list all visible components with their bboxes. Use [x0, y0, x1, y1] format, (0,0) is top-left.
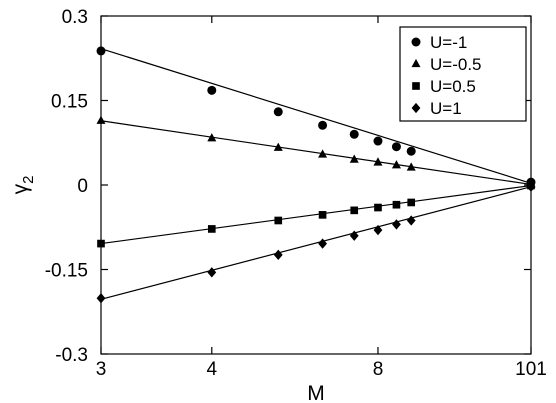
data-point-square	[407, 198, 416, 207]
legend-box	[399, 26, 527, 122]
data-point-diamond	[406, 215, 416, 226]
data-point-diamond	[273, 249, 283, 261]
data-point-diamond	[207, 267, 217, 278]
data-point-triangle	[373, 157, 383, 166]
x-tick-label: 8	[373, 359, 384, 380]
legend-label: U=-0.5	[430, 55, 482, 74]
data-point-circle	[207, 85, 217, 95]
x-tick-label: 4	[207, 359, 218, 380]
y-axis-label-subscript: 2	[20, 176, 37, 184]
data-point-triangle	[349, 154, 359, 163]
y-axis-label-main: γ	[9, 183, 32, 194]
legend: U=-1 U=-0.5 U=0.5 U=1	[399, 26, 527, 122]
data-point-diamond	[96, 293, 106, 304]
data-point-square	[274, 216, 283, 225]
legend-label: U=0.5	[430, 77, 476, 96]
legend-marker-diamond	[411, 102, 421, 114]
data-point-diamond	[373, 224, 383, 236]
data-point-circle	[373, 136, 383, 146]
y-tick-label: 0.3	[62, 7, 88, 28]
fit-line-diamond	[100, 186, 532, 300]
data-point-square	[97, 239, 105, 248]
data-point-triangle	[318, 149, 328, 158]
legend-label: U=-1	[430, 33, 467, 52]
legend-marker-square	[412, 82, 420, 90]
x-axis-label: M	[307, 382, 325, 403]
y-tick-label: -0.3	[55, 345, 88, 366]
data-point-square	[374, 203, 382, 212]
y-tick-label: -0.15	[45, 261, 88, 282]
data-point-diamond	[392, 219, 401, 230]
axis-ticks	[100, 15, 532, 355]
data-point-square	[350, 206, 359, 215]
fit-lines	[100, 48, 532, 300]
data-markers	[96, 46, 536, 304]
y-tick-label: 0	[77, 176, 88, 197]
x-tick-label: 3	[96, 359, 107, 380]
data-point-triangle	[406, 162, 416, 171]
data-point-square	[207, 225, 216, 233]
data-point-circle	[349, 129, 359, 139]
data-point-square	[392, 200, 401, 209]
fit-line-triangle	[100, 120, 532, 186]
data-point-circle	[273, 107, 283, 117]
data-point-triangle	[207, 133, 217, 142]
y-tick-label: 0.15	[51, 92, 88, 113]
legend-marker-triangle	[411, 58, 421, 68]
y-axis-label: γ2	[9, 176, 37, 195]
axis-tick-labels: 3 4 8 101 -0.3 -0.15 0 0.15 0.3	[45, 7, 547, 380]
data-point-triangle	[273, 142, 283, 151]
legend-label: U=1	[430, 99, 462, 118]
fit-line-square	[100, 184, 532, 245]
fit-line-circle	[100, 48, 532, 184]
data-point-diamond	[318, 238, 327, 249]
data-point-square	[318, 211, 327, 219]
data-point-diamond	[526, 181, 536, 192]
data-point-circle	[391, 142, 401, 152]
data-point-circle	[96, 46, 106, 56]
legend-marker-circle	[411, 37, 421, 47]
data-point-triangle	[96, 115, 106, 124]
data-point-circle	[318, 120, 328, 130]
legend-items: U=-1 U=-0.5 U=0.5 U=1	[411, 33, 482, 118]
x-tick-label: 101	[515, 359, 547, 380]
data-point-triangle	[391, 160, 401, 169]
data-point-circle	[406, 146, 416, 156]
data-point-diamond	[349, 230, 359, 241]
